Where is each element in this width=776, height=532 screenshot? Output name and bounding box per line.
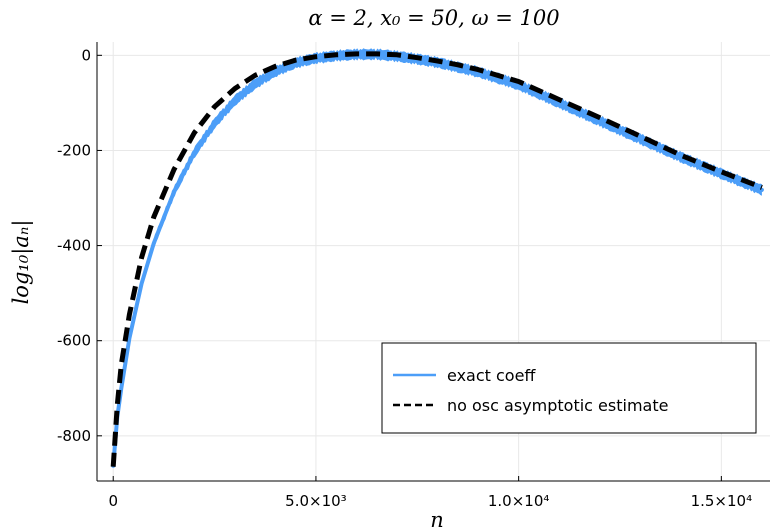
legend-box xyxy=(381,342,757,434)
x-tick-label: 1.0×10⁴ xyxy=(488,492,550,510)
chart-title: α = 2, x₀ = 50, ω = 100 xyxy=(308,6,559,30)
y-tick-label: -800 xyxy=(57,427,91,445)
x-tick-label: 0 xyxy=(108,492,118,510)
x-axis-label: n xyxy=(430,508,444,532)
y-axis-label: log₁₀|aₙ| xyxy=(9,220,34,305)
y-tick-label: -600 xyxy=(57,332,91,350)
x-tick-label: 1.5×10⁴ xyxy=(691,492,753,510)
legend-label-asymptotic-estimate: no osc asymptotic estimate xyxy=(447,396,668,415)
legend: exact coeff no osc asymptotic estimate xyxy=(381,342,757,434)
series-line-no-osc-asymptotic-estimate xyxy=(110,51,763,467)
legend-label-exact-coeff: exact coeff xyxy=(447,366,536,385)
x-axis-ticks: 0 5.0×10³ 1.0×10⁴ 1.5×10⁴ xyxy=(108,476,752,510)
y-tick-label: -400 xyxy=(57,237,91,255)
y-axis-ticks: 0 -200 -400 -600 -800 xyxy=(57,46,102,445)
y-tick-label: 0 xyxy=(81,46,91,64)
y-tick-label: -200 xyxy=(57,141,91,159)
grid-lines xyxy=(97,42,770,481)
x-tick-label: 5.0×10³ xyxy=(285,492,347,510)
